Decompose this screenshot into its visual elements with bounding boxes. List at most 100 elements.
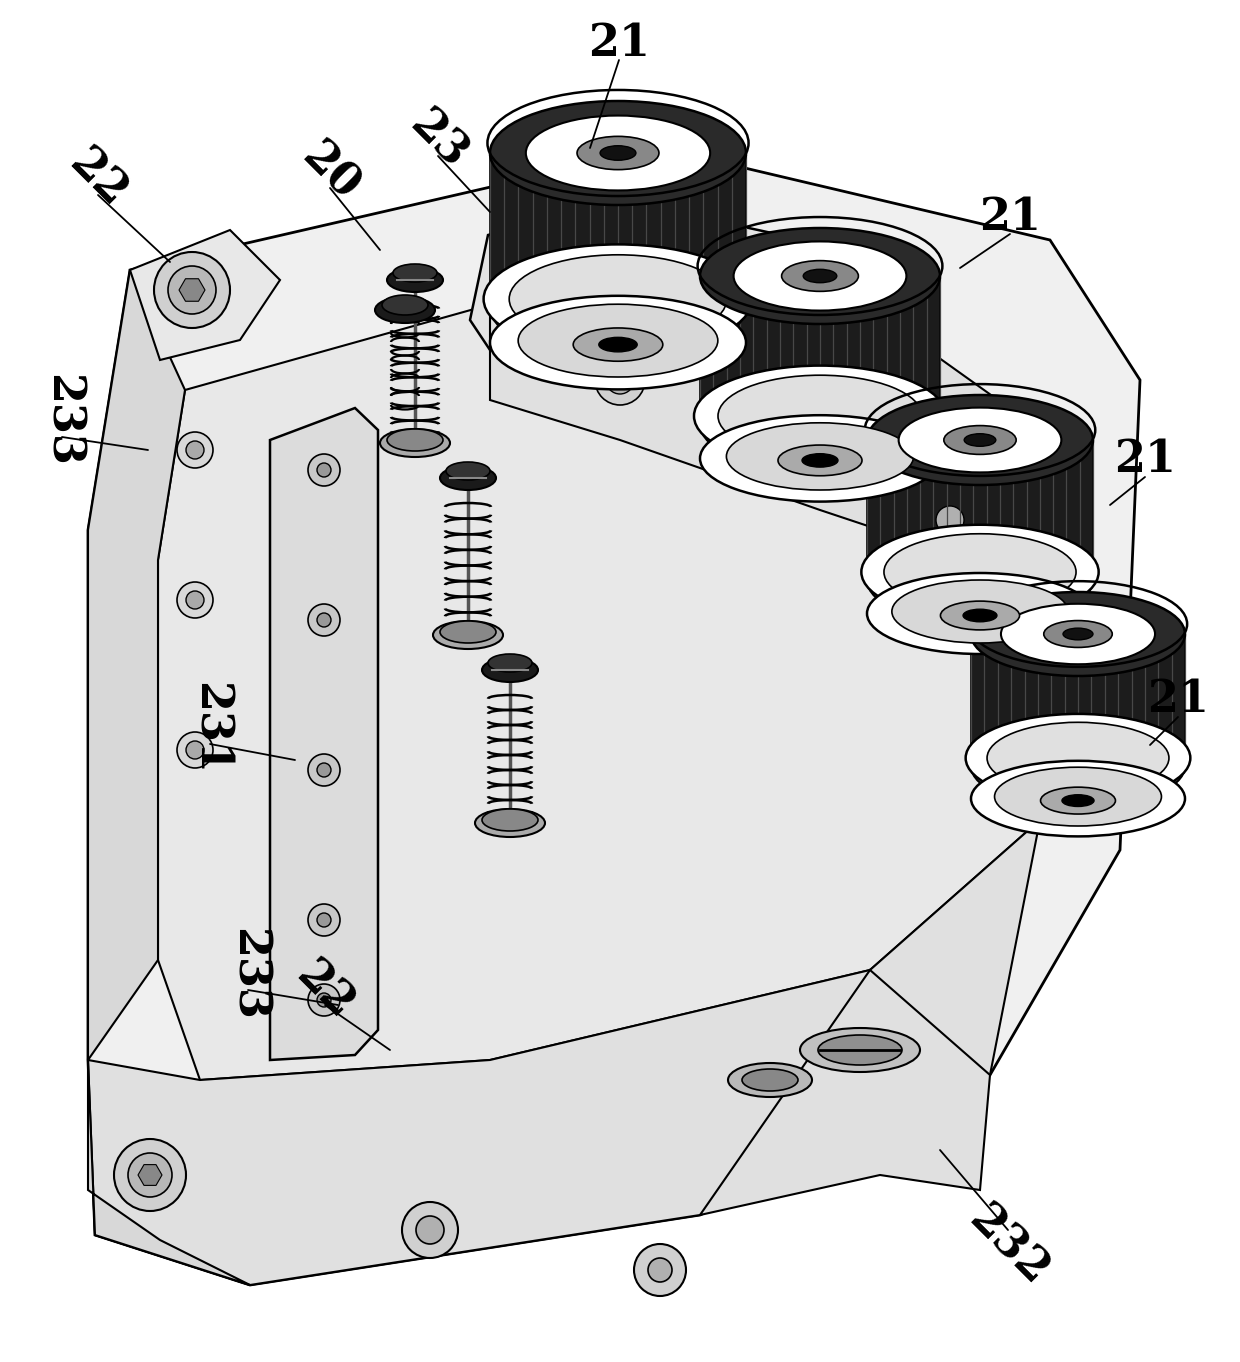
Polygon shape [470, 200, 870, 400]
Ellipse shape [374, 297, 435, 323]
Ellipse shape [742, 1069, 799, 1091]
Polygon shape [88, 820, 1040, 1284]
Ellipse shape [393, 264, 436, 282]
Ellipse shape [701, 227, 940, 324]
Ellipse shape [965, 433, 996, 447]
Text: 233: 233 [41, 373, 83, 467]
Circle shape [936, 507, 963, 534]
Polygon shape [270, 409, 378, 1060]
Circle shape [402, 1203, 458, 1258]
Ellipse shape [446, 462, 490, 479]
Ellipse shape [701, 415, 940, 501]
Ellipse shape [971, 725, 1185, 808]
Polygon shape [971, 633, 1185, 765]
Ellipse shape [379, 429, 450, 458]
Circle shape [551, 251, 570, 270]
Text: 232: 232 [960, 1199, 1056, 1294]
Ellipse shape [804, 270, 837, 283]
Polygon shape [88, 148, 1140, 1284]
Text: 233: 233 [227, 929, 269, 1022]
Ellipse shape [800, 1028, 920, 1072]
Circle shape [114, 1139, 186, 1211]
Circle shape [790, 257, 810, 278]
Ellipse shape [573, 328, 663, 361]
Polygon shape [130, 230, 280, 360]
Circle shape [649, 1258, 672, 1282]
Circle shape [780, 248, 820, 287]
Ellipse shape [971, 761, 1185, 836]
Ellipse shape [387, 268, 443, 291]
Text: 20: 20 [293, 135, 367, 210]
Circle shape [308, 755, 340, 786]
Ellipse shape [599, 338, 637, 351]
Circle shape [606, 366, 634, 394]
Circle shape [128, 1154, 172, 1197]
Ellipse shape [987, 722, 1169, 794]
Ellipse shape [1001, 735, 1154, 797]
Text: 22: 22 [61, 140, 135, 215]
Ellipse shape [490, 255, 746, 360]
Ellipse shape [944, 425, 1016, 455]
Circle shape [317, 993, 331, 1007]
Ellipse shape [382, 296, 428, 315]
Circle shape [308, 454, 340, 486]
Ellipse shape [1063, 628, 1092, 640]
Ellipse shape [1061, 794, 1094, 806]
Polygon shape [867, 440, 1092, 580]
Ellipse shape [600, 146, 636, 161]
Ellipse shape [802, 454, 838, 467]
Circle shape [186, 591, 205, 609]
Text: 21: 21 [980, 196, 1040, 240]
Ellipse shape [484, 244, 753, 354]
Ellipse shape [518, 304, 718, 377]
Circle shape [167, 266, 216, 315]
Ellipse shape [440, 621, 496, 643]
Circle shape [177, 582, 213, 618]
Circle shape [660, 227, 701, 268]
Ellipse shape [577, 136, 658, 170]
Ellipse shape [777, 445, 862, 475]
Circle shape [317, 763, 331, 776]
Circle shape [634, 1244, 686, 1297]
Ellipse shape [963, 609, 997, 622]
Polygon shape [179, 279, 205, 301]
Circle shape [308, 983, 340, 1016]
Text: 22: 22 [288, 953, 362, 1027]
Ellipse shape [867, 535, 1092, 625]
Polygon shape [138, 1165, 162, 1185]
Ellipse shape [867, 395, 1092, 485]
Text: 21: 21 [588, 22, 650, 64]
Ellipse shape [701, 376, 940, 473]
Ellipse shape [526, 270, 711, 345]
Ellipse shape [884, 534, 1076, 610]
Ellipse shape [940, 601, 1019, 629]
Circle shape [317, 913, 331, 928]
Ellipse shape [728, 1062, 812, 1096]
Ellipse shape [526, 116, 711, 191]
Circle shape [186, 741, 205, 759]
Ellipse shape [899, 548, 1061, 613]
Ellipse shape [867, 573, 1092, 654]
Ellipse shape [781, 260, 858, 291]
Circle shape [177, 731, 213, 768]
Ellipse shape [892, 580, 1068, 643]
Circle shape [177, 432, 213, 469]
Ellipse shape [734, 390, 906, 459]
Polygon shape [701, 970, 990, 1215]
Ellipse shape [994, 767, 1162, 825]
Ellipse shape [734, 241, 906, 311]
Ellipse shape [899, 407, 1061, 473]
Circle shape [317, 613, 331, 627]
Polygon shape [88, 1060, 250, 1284]
Circle shape [539, 240, 580, 281]
Circle shape [925, 494, 975, 545]
Ellipse shape [966, 714, 1190, 802]
Text: 21: 21 [1147, 678, 1209, 722]
Polygon shape [490, 153, 746, 306]
Circle shape [154, 252, 229, 328]
Circle shape [776, 426, 804, 454]
Ellipse shape [482, 658, 538, 682]
Ellipse shape [694, 365, 946, 466]
Ellipse shape [971, 592, 1185, 676]
Circle shape [670, 238, 689, 257]
